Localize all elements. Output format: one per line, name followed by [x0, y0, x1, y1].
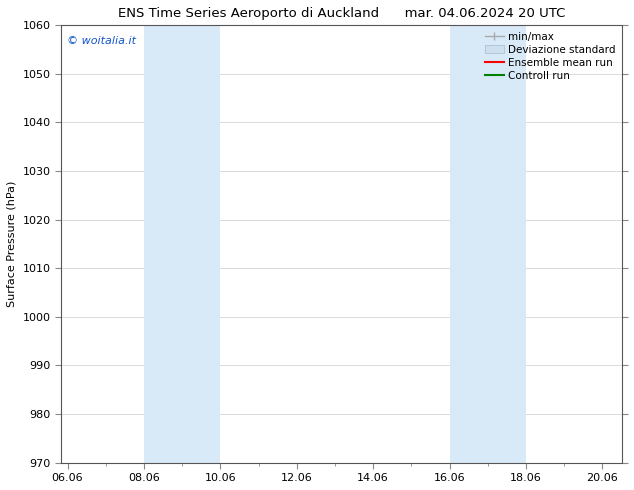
Legend: min/max, Deviazione standard, Ensemble mean run, Controll run: min/max, Deviazione standard, Ensemble m… [481, 27, 619, 85]
Text: © woitalia.it: © woitalia.it [67, 36, 136, 46]
Bar [488, 25, 526, 463]
Title: ENS Time Series Aeroporto di Auckland      mar. 04.06.2024 20 UTC: ENS Time Series Aeroporto di Auckland ma… [117, 7, 565, 20]
Bar [450, 25, 488, 463]
Bar [144, 25, 221, 463]
Y-axis label: Surface Pressure (hPa): Surface Pressure (hPa) [7, 181, 17, 307]
